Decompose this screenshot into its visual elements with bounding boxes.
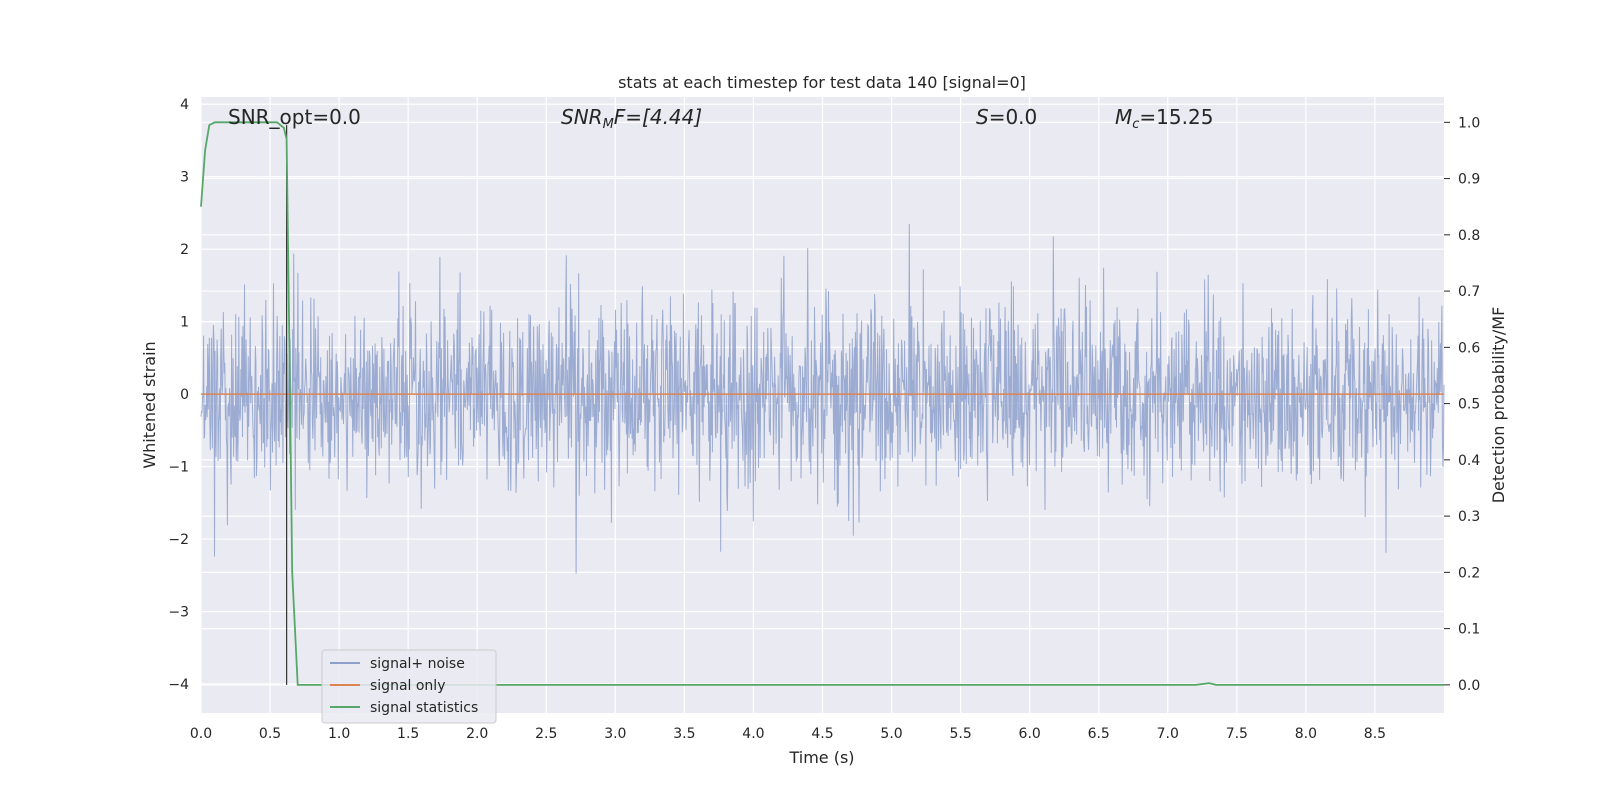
annotation-mc-tail: =15.25 — [1139, 105, 1213, 129]
annotation-snr-mf: SNRMF=[4.44] — [561, 105, 702, 132]
line-series — [200, 121, 1444, 686]
y-right-tick-label-5: 0.5 — [1458, 397, 1480, 413]
y-right-tick-label-9: 0.1 — [1458, 622, 1480, 638]
y-tick-label-4: 0 — [180, 387, 189, 403]
x-tick-label-3: 1.5 — [397, 726, 419, 742]
annotation-s: S=0.0 — [976, 105, 1037, 129]
x-tick-label-10: 5.0 — [880, 726, 902, 742]
x-axis-ticks: 0.0 0.5 1.0 1.5 2.0 2.5 3.0 3.5 4.0 4.5 5.0 5.5 6.0 6… — [190, 726, 1386, 742]
annotation-snr-opt: SNR_opt=0.0 — [228, 105, 361, 129]
annotation-s-tail: =0.0 — [989, 105, 1038, 129]
x-tick-label-12: 6.0 — [1019, 726, 1041, 742]
x-tick-label-7: 3.5 — [673, 726, 695, 742]
y-axis-right-ticks: 1.0 0.9 0.8 0.7 0.6 0.5 0.4 0.3 0.2 0.1 0.0 — [1444, 115, 1480, 694]
y-right-tick-label-3: 0.7 — [1458, 284, 1480, 300]
x-tick-label-8: 4.0 — [742, 726, 764, 742]
x-tick-label-16: 8.0 — [1295, 726, 1317, 742]
legend-box — [321, 649, 497, 724]
y-right-tick-label-7: 0.3 — [1458, 509, 1480, 525]
y-axis-title: Whitened strain — [140, 341, 159, 468]
y-axis-ticks: 4 3 2 1 0 −1 −2 −3 −4 — [168, 97, 189, 693]
legend-label-signal-noise: signal+ noise — [370, 656, 465, 672]
y-tick-label-2: 2 — [180, 242, 189, 258]
x-tick-label-9: 4.5 — [811, 726, 833, 742]
x-tick-label-13: 6.5 — [1088, 726, 1110, 742]
x-tick-label-1: 0.5 — [259, 726, 281, 742]
y-tick-label-0: 4 — [180, 97, 189, 113]
annotation-mc-sub: c — [1132, 117, 1139, 132]
y-tick-label-3: 1 — [180, 315, 189, 331]
x-axis-title: Time (s) — [788, 748, 854, 767]
y-right-tick-label-6: 0.4 — [1458, 453, 1480, 469]
legend-label-signal-only: signal only — [370, 678, 445, 694]
x-tick-label-4: 2.0 — [466, 726, 488, 742]
noise-series — [200, 223, 1445, 574]
y-tick-label-8: −4 — [168, 677, 189, 693]
legend: signal+ noise signal only signal statist… — [321, 649, 497, 724]
x-tick-label-2: 1.0 — [328, 726, 350, 742]
y-tick-label-5: −1 — [168, 460, 189, 476]
y-tick-label-1: 3 — [180, 170, 189, 186]
y-right-tick-label-0: 1.0 — [1458, 115, 1480, 131]
y-tick-label-6: −2 — [168, 532, 189, 548]
y-right-tick-label-1: 0.9 — [1458, 172, 1480, 188]
x-tick-label-5: 2.5 — [535, 726, 557, 742]
x-tick-label-14: 7.0 — [1157, 726, 1179, 742]
x-tick-label-11: 5.5 — [949, 726, 971, 742]
y-right-tick-label-8: 0.2 — [1458, 565, 1480, 581]
y-tick-label-7: −3 — [168, 605, 189, 621]
legend-label-signal-statistics: signal statistics — [370, 700, 478, 716]
annotation-mc: Mc=15.25 — [1115, 105, 1213, 132]
series-signal-statistics-line — [200, 121, 1444, 686]
annotation-s-main: S — [976, 105, 989, 129]
x-tick-label-0: 0.0 — [190, 726, 212, 742]
y-axis-right-title: Detection probability/MF — [1489, 307, 1508, 504]
y-right-tick-label-4: 0.6 — [1458, 340, 1480, 356]
annotation-mc-main: M — [1115, 105, 1132, 129]
x-tick-label-15: 7.5 — [1226, 726, 1248, 742]
y-right-tick-label-10: 0.0 — [1458, 678, 1480, 694]
chart-title: stats at each timestep for test data 140… — [618, 73, 1026, 92]
y-right-tick-label-2: 0.8 — [1458, 228, 1480, 244]
annotation-snr-mf-tail: F=[4.44] — [614, 105, 702, 129]
series-signal-noise-line — [200, 223, 1445, 574]
x-tick-label-17: 8.5 — [1364, 726, 1386, 742]
annotation-snr-mf-main: SNR — [561, 105, 603, 129]
x-tick-label-6: 3.0 — [604, 726, 626, 742]
annotation-snr-mf-sub: M — [603, 117, 614, 132]
